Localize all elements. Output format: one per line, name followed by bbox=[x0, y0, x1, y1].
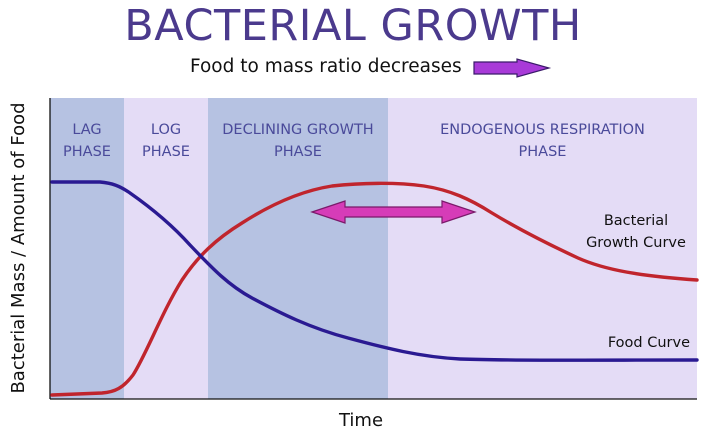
phase-band-4 bbox=[388, 98, 697, 399]
phase-band-3 bbox=[208, 98, 388, 399]
phase-label-1-line1: LAG bbox=[72, 122, 101, 138]
double-arrow-shape bbox=[310, 200, 477, 224]
subtitle: Food to mass ratio decreases bbox=[190, 56, 462, 77]
phase-labels: LAG PHASE LOG PHASE DECLINING GROWTH PHASE END… bbox=[63, 122, 645, 160]
phase-label-3-line2: PHASE bbox=[274, 144, 322, 160]
double-headed-arrow-icon bbox=[310, 200, 477, 224]
phase-label-4-line1: ENDOGENOUS RESPIRATION bbox=[440, 122, 645, 138]
food-curve-label: Food Curve bbox=[608, 335, 690, 351]
bacterial-curve-label-line1: Bacterial bbox=[604, 213, 668, 229]
right-arrow-shape bbox=[473, 58, 552, 78]
bacterial-curve-label-line2: Growth Curve bbox=[586, 235, 686, 251]
phase-label-2-line2: PHASE bbox=[142, 144, 190, 160]
phase-band-1 bbox=[50, 98, 124, 399]
curve-labels: Bacterial Growth Curve Food Curve bbox=[586, 213, 690, 351]
bacterial-growth-curve bbox=[50, 181, 699, 397]
phase-label-2-line1: LOG bbox=[151, 122, 181, 138]
x-axis-label: Time bbox=[338, 410, 384, 431]
phase-label-4-line2: PHASE bbox=[519, 144, 567, 160]
food-curve bbox=[50, 180, 699, 362]
y-axis-label: Bacterial Mass / Amount of Food bbox=[8, 102, 29, 394]
phase-label-3-line1: DECLINING GROWTH bbox=[222, 122, 373, 138]
right-arrow-icon bbox=[473, 58, 552, 78]
phase-label-1-line2: PHASE bbox=[63, 144, 111, 160]
diagram-title: BACTERIAL GROWTH bbox=[124, 1, 582, 51]
